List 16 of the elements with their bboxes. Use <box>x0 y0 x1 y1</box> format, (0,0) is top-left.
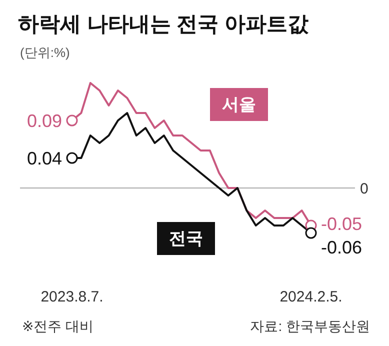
ref-line-label: 0 <box>360 180 368 198</box>
data-label: -0.05 <box>321 214 362 234</box>
text: ※전주 대비 <box>22 318 94 336</box>
data-label: 0.09 <box>26 110 62 131</box>
data-label: -0.06 <box>321 237 362 258</box>
x-tick-label: 2023.8.7. <box>40 288 104 306</box>
point <box>305 227 317 239</box>
point <box>66 114 78 126</box>
chart-subtitle: (단위:%) <box>20 44 70 62</box>
x-tick-label: 2024.2.5. <box>280 288 342 306</box>
text: 전국 <box>157 222 215 255</box>
text: 서울 <box>210 88 268 121</box>
point <box>66 152 78 164</box>
data-label: 0.04 <box>26 148 62 168</box>
text: 자료: 한국부동산원 <box>250 318 370 336</box>
chart-title: 하락세 나타내는 전국 아파트값 <box>18 12 309 38</box>
